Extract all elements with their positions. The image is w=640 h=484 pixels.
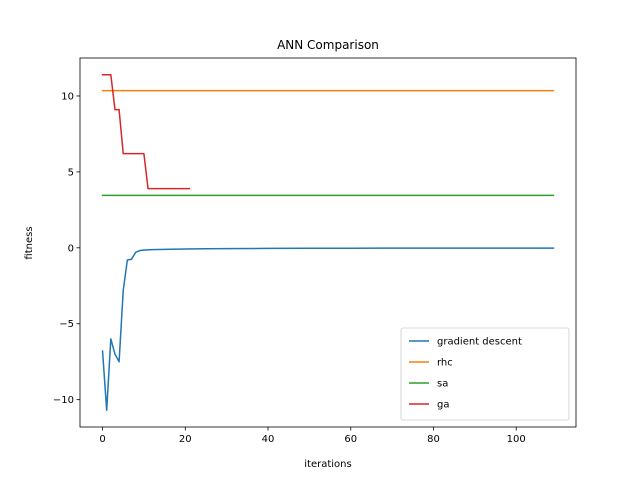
x-tick-label: 20 <box>179 434 192 445</box>
y-tick-label: −5 <box>59 319 74 330</box>
x-tick-label: 0 <box>99 434 105 445</box>
series-layer <box>101 73 555 412</box>
y-tick-label: 0 <box>68 243 74 254</box>
y-tick-label: −10 <box>53 395 74 406</box>
legend: gradient descent rhc sa ga <box>400 327 570 421</box>
x-tick-label: 40 <box>262 434 275 445</box>
y-axis-label: fitness <box>24 226 35 259</box>
chart-title: ANN Comparison <box>277 38 379 52</box>
axes-frame <box>79 57 577 428</box>
legend-label: sa <box>437 379 448 390</box>
y-tick-label: 5 <box>68 167 74 178</box>
y-tick-label: 10 <box>61 91 74 102</box>
x-tick-label: 80 <box>427 434 440 445</box>
series-line-gradient-descent <box>101 247 555 412</box>
legend-label: rhc <box>437 358 453 369</box>
x-tick-label: 60 <box>344 434 357 445</box>
x-axis-label: iterations <box>304 459 351 470</box>
x-tick-label: 100 <box>507 434 526 445</box>
axes-layer: 0 20 40 60 80 100 −10 −5 0 5 10 <box>53 57 577 445</box>
legend-box <box>400 327 570 421</box>
legend-label: ga <box>437 400 449 411</box>
legend-label: gradient descent <box>437 337 522 348</box>
series-line-ga <box>101 73 191 190</box>
